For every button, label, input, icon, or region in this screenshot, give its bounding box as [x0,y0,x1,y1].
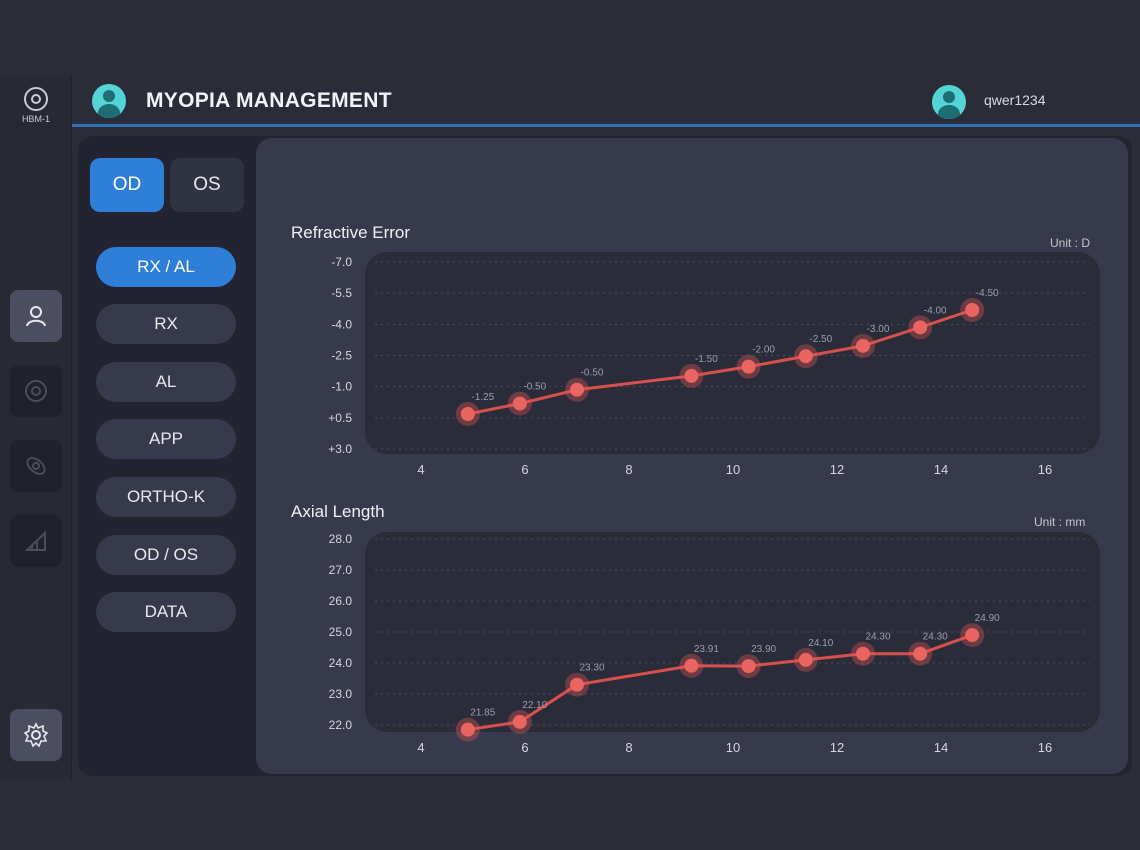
plot-area-1 [365,532,1100,732]
os-toggle[interactable]: OS [170,158,244,212]
data-point [798,349,813,364]
logo-label: HBM-1 [21,114,50,124]
od-toggle[interactable]: OD [90,158,164,212]
chart-icon [24,530,46,551]
user-avatar-icon[interactable] [932,85,966,119]
x-tick-label: 4 [417,740,424,755]
x-tick-label: 6 [521,740,528,755]
data-label: -1.50 [695,354,718,365]
data-point [913,646,928,661]
rail-item-lens[interactable] [10,440,62,492]
data-label: -1.25 [471,392,494,403]
data-label: -3.00 [867,324,890,335]
menu-ortho-k[interactable]: ORTHO-K [96,477,236,517]
y-tick-label: 23.0 [329,687,353,701]
menu-rx-al[interactable]: RX / AL [96,247,236,287]
refractive-error-title: Refractive Error [291,223,411,242]
y-tick-label: +3.0 [328,442,352,456]
menu-app[interactable]: APP [96,419,236,459]
data-label: -4.00 [924,305,947,316]
data-label: 22.10 [522,700,547,711]
data-label: 21.85 [470,708,495,719]
data-label: -2.00 [752,345,775,356]
data-label: 24.30 [923,632,948,643]
data-label: 24.90 [975,613,1000,624]
y-tick-label: 26.0 [329,594,353,608]
data-point [741,659,756,674]
y-tick-label: 22.0 [329,718,353,732]
data-label: 23.30 [579,663,604,674]
data-point [856,646,870,661]
x-tick-label: 6 [521,462,528,477]
data-point [684,368,699,383]
data-point [965,628,980,643]
y-tick-label: 25.0 [329,625,353,639]
logo-icon [24,87,48,111]
y-tick-label: -7.0 [331,255,352,269]
rail-item-trend[interactable] [10,515,62,567]
data-point [798,652,813,667]
eye-icon [25,380,47,402]
data-point [512,714,527,729]
settings-button[interactable] [10,709,62,761]
axial-length-unit: Unit : mm [1034,515,1086,529]
data-label: -0.50 [523,382,546,393]
menu-rx[interactable]: RX [96,304,236,344]
left-rail: HBM-1 [0,75,72,780]
data-label: -0.50 [581,368,604,379]
user-name[interactable]: qwer1234 [984,92,1046,108]
data-point [741,359,756,374]
page-title: MYOPIA MANAGEMENT [146,89,392,112]
x-tick-label: 8 [625,462,632,477]
x-tick-label: 10 [726,740,740,755]
data-label: 23.91 [694,644,719,655]
plot-area-0 [365,252,1100,454]
x-tick-label: 10 [726,462,740,477]
data-point [460,407,475,421]
y-tick-label: 28.0 [329,532,353,546]
menu-od-os[interactable]: OD / OS [96,535,236,575]
app-header: MYOPIA MANAGEMENT qwer1234 [72,75,1140,127]
y-tick-label: -4.0 [331,317,352,331]
x-tick-label: 14 [934,462,948,477]
data-point [684,658,699,673]
data-label: -2.50 [809,334,832,345]
gear-icon [23,722,49,748]
data-point [460,722,475,737]
user-icon [26,306,46,327]
x-tick-label: 16 [1038,462,1052,477]
y-tick-label: -2.5 [331,349,352,363]
y-tick-label: -1.0 [331,380,352,394]
rail-item-patient[interactable] [10,290,62,342]
data-label: 24.10 [808,638,833,649]
axial-length-title: Axial Length [291,502,385,521]
x-tick-label: 16 [1038,740,1052,755]
y-tick-label: -5.5 [331,286,352,300]
y-tick-label: +0.5 [328,411,352,425]
data-label: 23.90 [751,644,776,655]
rail-item-eye[interactable] [10,365,62,417]
app-avatar-icon [92,84,126,118]
x-tick-label: 12 [830,740,844,755]
data-point [570,382,584,397]
y-tick-label: 27.0 [329,563,353,577]
x-tick-label: 4 [417,462,424,477]
menu-al[interactable]: AL [96,362,236,402]
data-point [965,303,980,317]
app-logo: HBM-1 [14,87,58,124]
x-tick-label: 8 [625,740,632,755]
data-point [570,677,584,692]
refractive-error-unit: Unit : D [1050,236,1091,250]
data-label: 24.30 [865,632,890,643]
data-point [856,338,870,353]
y-tick-label: 24.0 [329,656,353,670]
x-tick-label: 12 [830,462,844,477]
menu-data[interactable]: DATA [96,592,236,632]
data-point [913,320,928,335]
lens-icon [26,457,46,475]
data-label: -4.50 [976,288,999,299]
x-tick-label: 14 [934,740,948,755]
data-point [512,396,527,411]
